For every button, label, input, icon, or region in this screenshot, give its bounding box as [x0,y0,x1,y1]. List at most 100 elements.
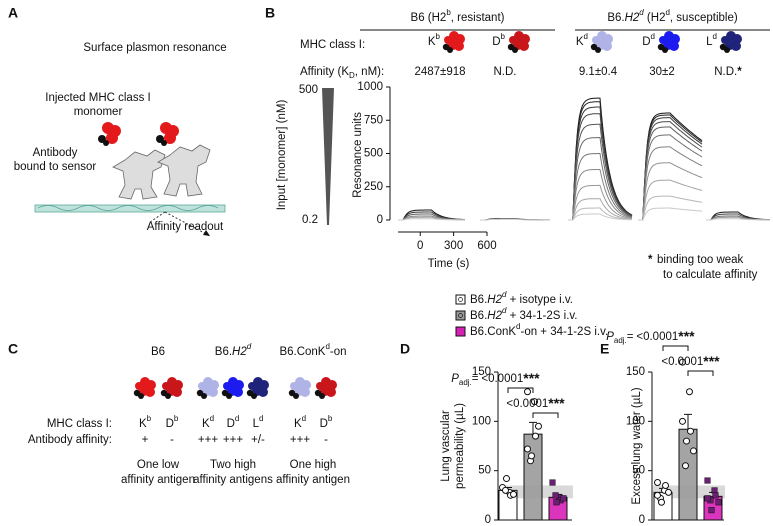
strain-name: B6.ConKd-on [279,342,346,358]
mhc-icon [135,382,143,390]
footnote: binding too weak [657,254,744,266]
text-part: D [166,418,174,430]
data-point [560,495,567,502]
panel-label: C [8,341,18,357]
p-value: <0.0001*** [506,395,565,411]
p-label: Padj.= [451,373,479,387]
text-part: -on [330,346,347,358]
sensorgram-trace [638,117,703,221]
text-part: D [320,418,328,430]
data-point [662,481,669,489]
text-part: b [147,414,152,423]
y-tick-label: 150 [472,366,491,378]
panel-label: A [8,5,18,21]
group-header: B6.H2d (H2d, susceptible) [607,8,738,24]
y-axis-label: Excess lung water (µL) [631,387,643,504]
data-point [502,486,509,494]
input-gradient [322,88,334,225]
footnote: to calculate affinity [663,269,758,281]
data-point [553,499,560,506]
mhc-icon [659,36,667,44]
text-part: (H2 [644,12,666,24]
sensorgram-trace [568,123,633,221]
text-part: -on + 34-1-2S i.v. [520,326,608,338]
mhc-icon [447,47,453,53]
text-part: adj. [459,378,472,387]
y-tick-label: 100 [472,415,491,427]
data-point [686,388,693,396]
allele-label: Db [320,414,333,430]
sensorgram-trace [638,121,703,221]
affinity-label: + [142,434,149,446]
text-part: 2487±918 [414,66,465,78]
sensorgram-trace [638,126,703,221]
mhc-icon [509,36,517,44]
text-part: N.D. [494,66,517,78]
text-part: D [227,418,235,430]
sensorgram-trace [638,195,703,221]
data-point [683,437,690,445]
y-tick-label: 1000 [357,81,383,93]
legend-swatch [455,326,466,337]
row-label: Antibody affinity: [28,434,112,446]
comparison-bracket [507,387,534,393]
strain-name: B6 [151,346,165,358]
y-tick-label: 0 [485,514,491,526]
summary: Two high [210,459,256,471]
affinity-label: - [324,434,328,446]
text-part: + 34-1-2S i.v. [506,310,577,322]
input-label: 500 [299,84,318,96]
data-point [524,445,531,453]
text-part: *** [523,370,540,386]
y-tick-label: 150 [626,366,645,378]
text-part: H2 [625,12,640,24]
mhc-icon [293,393,299,399]
text-part: K [139,418,147,430]
error-bar [529,421,537,435]
mhc-icon [138,393,144,399]
data-point [679,358,686,366]
input-label: 0.2 [302,214,318,226]
data-point [510,490,517,498]
text-part: K [202,418,210,430]
allele-label: Dd [227,414,240,430]
annotation: monomer [74,106,123,118]
affinity-value: N.D. [494,66,517,78]
data-point [687,427,694,435]
affinity-value: 30±2 [649,66,675,78]
text-part: d [210,414,214,423]
allele-label: Kb [428,32,441,48]
affinity-label: +++ [290,434,310,446]
text-part: d [247,342,252,351]
text-part: , resistant) [451,12,505,24]
row-label: MHC class I: [47,418,112,430]
sensorgram-trace [568,207,633,221]
affinity-label: - [170,434,174,446]
text-part: <0.0001 [481,373,523,385]
text-part: = [472,373,479,385]
sensorgram-trace [638,207,703,221]
mhc-icon [165,393,171,399]
p-label: Padj.= [606,331,634,345]
x-tick-label: 300 [444,240,463,252]
text-part: D [492,36,500,48]
comparison-bracket [662,345,689,351]
y-tick-label: 500 [364,148,383,160]
text-part: , susceptible) [670,12,738,24]
y-axis-label: permeability (µL) [454,403,466,489]
sensorgram-trace [706,218,770,221]
text-part: H2 [487,294,502,306]
text-part: d [259,414,263,423]
text-part: d [502,290,507,299]
y-tick-label: 250 [364,181,383,193]
text-part: adj. [614,336,627,345]
text-part: , nM): [355,66,384,78]
spr-diagram [34,122,226,237]
text-part: d [639,8,644,17]
data-point [715,499,722,506]
data-point [524,388,531,396]
text-part: = [627,331,634,343]
text-part: d [584,32,588,41]
text-part: * [737,66,742,78]
